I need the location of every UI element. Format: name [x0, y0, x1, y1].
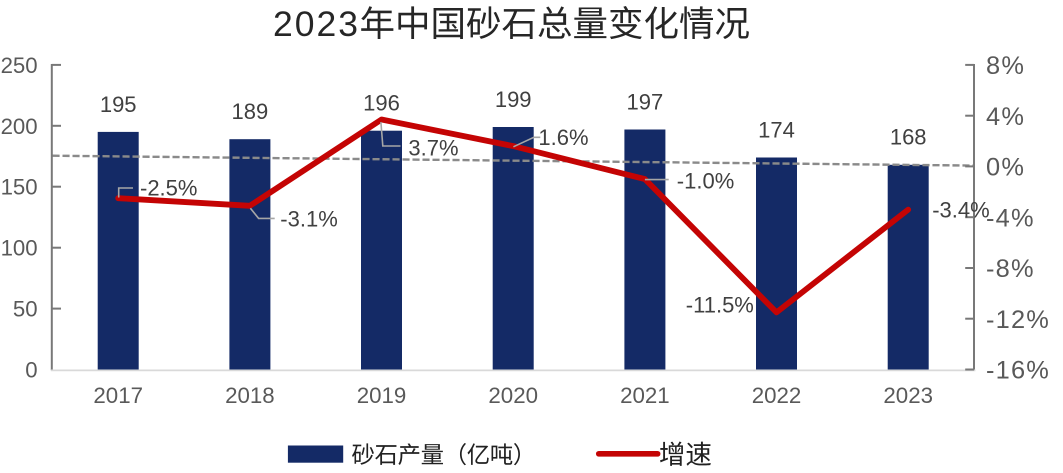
svg-text:2023: 2023 [273, 4, 360, 44]
svg-text:250: 250 [1, 53, 38, 78]
svg-text:-12%: -12% [986, 306, 1050, 334]
svg-text:0: 0 [25, 358, 37, 383]
svg-text:-3.4%: -3.4% [932, 198, 989, 223]
svg-text:196: 196 [363, 91, 400, 116]
svg-text:-11.5%: -11.5% [686, 293, 754, 318]
svg-text:2020: 2020 [488, 383, 538, 408]
svg-text:0%: 0% [986, 154, 1025, 182]
svg-text:2023: 2023 [883, 383, 933, 408]
svg-text:100: 100 [1, 236, 38, 261]
svg-text:197: 197 [627, 89, 664, 114]
svg-text:-1.0%: -1.0% [677, 168, 734, 193]
svg-text:2019: 2019 [357, 383, 407, 408]
svg-text:-8%: -8% [986, 255, 1035, 283]
svg-text:3.7%: 3.7% [408, 136, 458, 161]
svg-text:2017: 2017 [93, 383, 143, 408]
svg-text:8%: 8% [986, 52, 1025, 80]
svg-text:-2.5%: -2.5% [140, 176, 197, 201]
svg-text:-4%: -4% [986, 204, 1035, 232]
svg-text:195: 195 [100, 92, 137, 117]
svg-text:1.6%: 1.6% [538, 125, 588, 150]
svg-text:150: 150 [1, 175, 38, 200]
svg-text:2021: 2021 [620, 383, 670, 408]
svg-text:2018: 2018 [225, 383, 275, 408]
svg-text:-16%: -16% [986, 357, 1050, 385]
svg-text:-3.1%: -3.1% [280, 207, 337, 232]
svg-text:50: 50 [13, 297, 38, 322]
svg-text:200: 200 [1, 114, 38, 139]
svg-text:168: 168 [890, 125, 927, 150]
svg-text:2022: 2022 [752, 383, 802, 408]
svg-text:189: 189 [232, 99, 269, 124]
svg-text:4%: 4% [986, 103, 1025, 131]
svg-text:174: 174 [758, 117, 795, 142]
svg-text:199: 199 [495, 87, 532, 112]
